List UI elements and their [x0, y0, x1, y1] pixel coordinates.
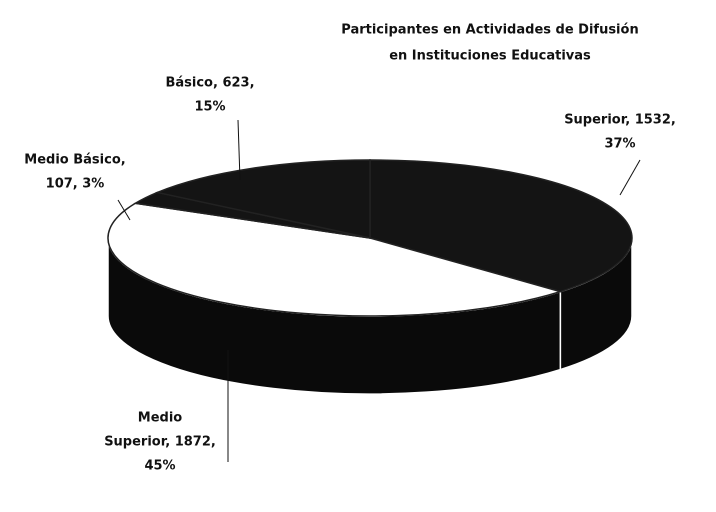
pie-slice [369, 159, 633, 293]
pie-slice [154, 159, 371, 239]
data-label: Superior, 1872, [104, 435, 216, 450]
leader-line [237, 119, 241, 181]
data-label: 15% [194, 100, 225, 115]
data-label: Superior, 1532, [564, 113, 676, 128]
data-label: 45% [144, 459, 175, 474]
chart-title: en Instituciones Educativas [389, 49, 591, 64]
data-label: Básico, 623, [165, 76, 254, 91]
data-label: 107, 3% [46, 177, 105, 192]
data-label: Medio Básico, [24, 153, 125, 168]
leader-line [619, 159, 641, 196]
leader-line [117, 199, 131, 221]
chart-title: Participantes en Actividades de Difusión [341, 23, 638, 38]
pie-slice [107, 202, 563, 317]
data-label: 37% [604, 137, 635, 152]
data-label: Medio [138, 411, 183, 426]
